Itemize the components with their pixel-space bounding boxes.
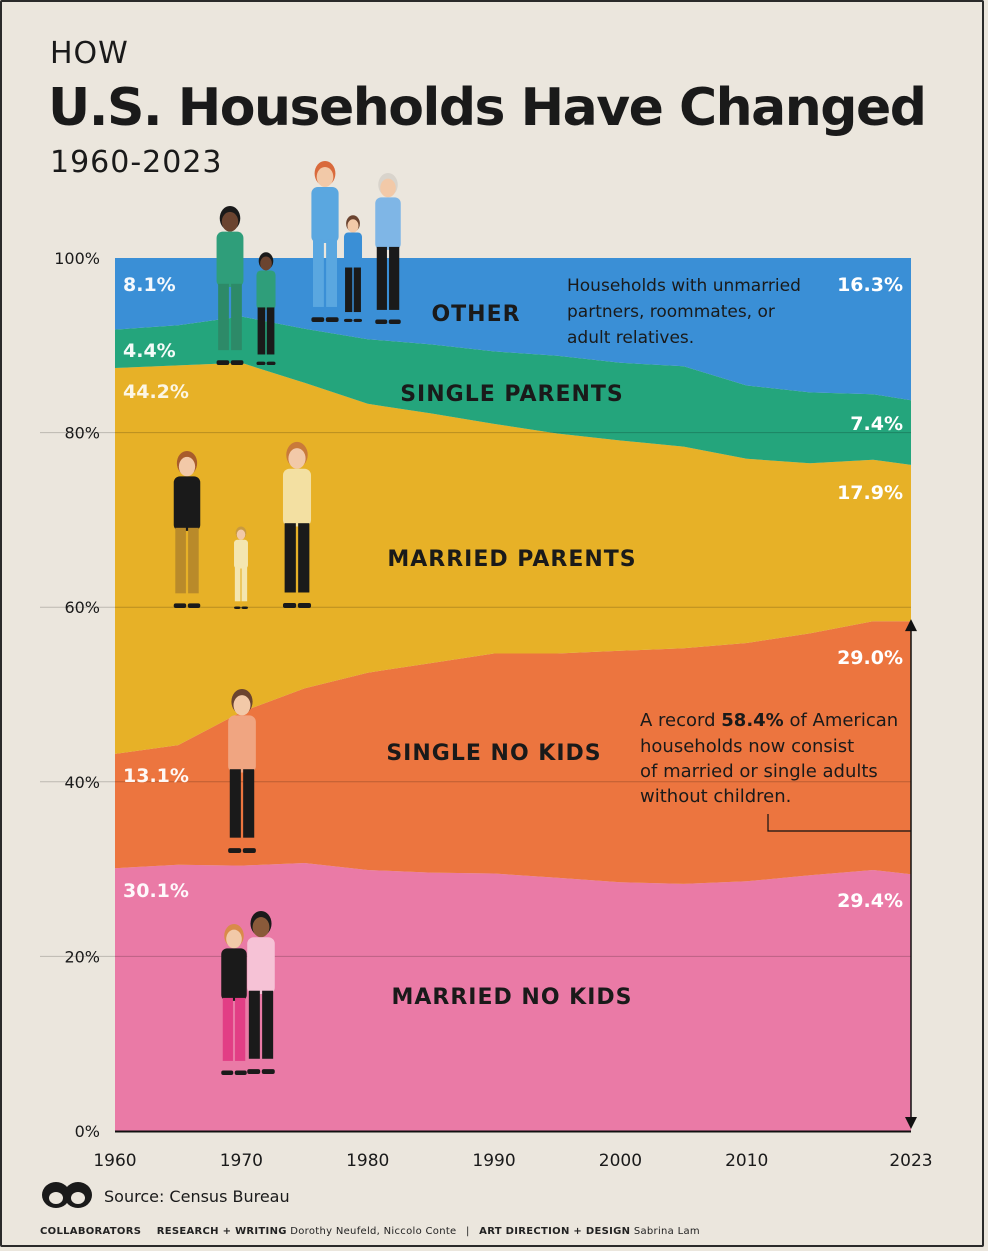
other-note-line: Households with unmarried	[567, 276, 801, 296]
kid-blue-illustration-icon	[343, 215, 363, 322]
x-tick-label: 1980	[346, 1151, 389, 1171]
child-illustration-icon	[256, 252, 276, 365]
credits-divider: |	[466, 1226, 470, 1237]
y-tick-label: 20%	[64, 947, 100, 966]
x-tick-label: 1960	[93, 1151, 136, 1171]
source-note: Source: Census Bureau	[104, 1187, 290, 1206]
year-range: 1960-2023	[50, 145, 223, 180]
record-note-pre: A record	[640, 710, 721, 731]
category-label-other: OTHER	[431, 302, 520, 327]
category-label-single-no-kids: SINGLE NO KIDS	[386, 741, 601, 766]
y-tick-label: 80%	[64, 424, 100, 443]
y-tick-label: 40%	[64, 773, 100, 792]
y-tick-label: 60%	[64, 598, 100, 617]
area-single-no-kids	[115, 621, 911, 884]
x-tick-label: 2010	[725, 1151, 768, 1171]
record-note-post: of American	[784, 710, 898, 731]
area-married-no-kids	[115, 863, 911, 1131]
page-title: U.S. Households Have Changed	[48, 78, 927, 138]
other-note-line: adult relatives.	[567, 328, 694, 348]
research-label: RESEARCH + WRITING	[156, 1226, 287, 1237]
x-tick-label: 1990	[472, 1151, 515, 1171]
toddler-illustration-icon	[234, 526, 248, 609]
record-note-line: without children.	[640, 786, 791, 807]
arrow-up-icon	[905, 619, 917, 632]
woman-green-illustration-icon	[216, 205, 244, 365]
brand-name: COLLABORATORS	[40, 1226, 142, 1237]
kicker: HOW	[50, 36, 129, 71]
end-label-single-no-kids: 29.0%	[837, 647, 903, 669]
end-label-other: 16.3%	[837, 274, 903, 296]
record-note-line: of married or single adults	[640, 761, 878, 782]
design-label: ART DIRECTION + DESIGN	[479, 1226, 631, 1237]
father-illustration-icon	[282, 441, 312, 608]
end-label-married-no-kids: 29.4%	[837, 890, 903, 912]
end-label-single-parents: 7.4%	[850, 413, 903, 435]
arrow-down-icon	[905, 1117, 917, 1129]
start-label-other: 8.1%	[123, 274, 176, 296]
category-label-single-parents: SINGLE PARENTS	[400, 382, 624, 407]
research-names: Dorothy Neufeld, Niccolo Conte	[290, 1226, 457, 1237]
end-label-married-parents: 17.9%	[837, 482, 903, 504]
credits: COLLABORATORS RESEARCH + WRITING Dorothy…	[40, 1226, 700, 1237]
x-tick-label: 2000	[599, 1151, 642, 1171]
record-note-line: households now consist	[640, 736, 854, 757]
area-single-parents	[115, 316, 911, 465]
mother-illustration-icon	[173, 450, 201, 608]
single-man-illustration-icon	[228, 688, 256, 853]
record-leader-line	[767, 814, 911, 832]
y-tick-label: 0%	[75, 1122, 100, 1141]
grandma-illustration-icon	[375, 173, 401, 324]
x-tick-label: 2023	[889, 1151, 932, 1171]
record-note-value: 58.4%	[721, 710, 783, 731]
start-label-single-parents: 4.4%	[123, 340, 176, 362]
area-married-parents	[115, 362, 911, 754]
category-label-married-no-kids: MARRIED NO KIDS	[391, 985, 632, 1010]
start-label-married-no-kids: 30.1%	[123, 880, 189, 902]
x-tick-label: 1970	[220, 1151, 263, 1171]
record-note-line: A record 58.4% of American	[640, 710, 898, 731]
collaborators-logo-icon	[42, 1182, 92, 1208]
other-note-line: partners, roommates, or	[567, 302, 775, 322]
design-names: Sabrina Lam	[633, 1226, 700, 1237]
category-label-married-parents: MARRIED PARENTS	[387, 547, 636, 572]
start-label-married-parents: 44.2%	[123, 381, 189, 403]
y-tick-label: 100%	[54, 249, 100, 268]
wife-illustration-icon	[221, 924, 247, 1075]
start-label-single-no-kids: 13.1%	[123, 765, 189, 787]
husband-illustration-icon	[247, 910, 275, 1074]
woman-blue-illustration-icon	[311, 160, 339, 322]
